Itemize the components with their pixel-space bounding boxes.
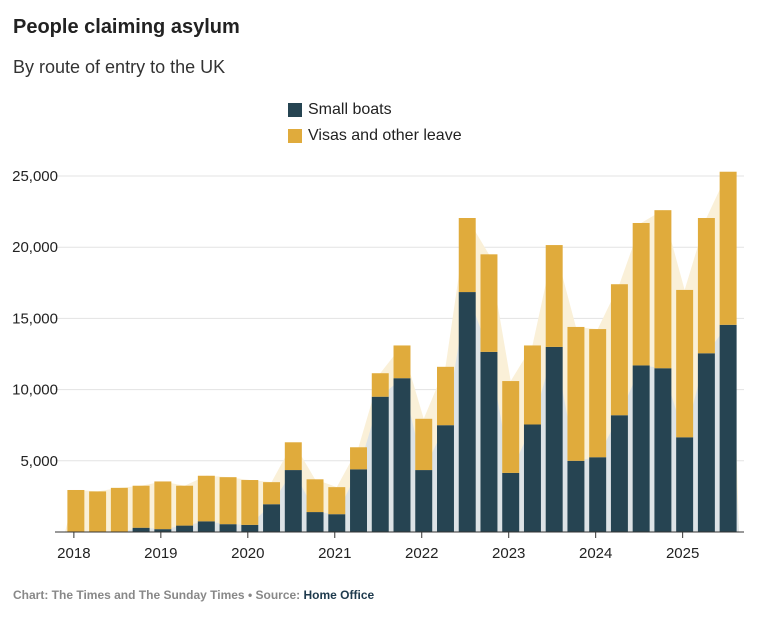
bar-visas [654,210,672,369]
bar-small-boats [697,353,715,532]
x-tick-label: 2019 [144,545,177,562]
source-link[interactable]: Home Office [303,588,375,602]
legend-label: Visas and other leave [308,127,462,144]
chart-title: People claiming asylum [13,16,240,38]
bar-visas [480,254,498,352]
y-tick-label: 5,000 [20,453,58,470]
legend-swatch-small-boats [288,103,302,117]
bar-visas [89,491,107,532]
y-tick-label: 10,000 [12,382,58,399]
bar-visas [676,289,694,438]
bar-visas [719,171,737,325]
bar-small-boats [154,529,172,532]
bar-small-boats [480,351,498,532]
bar-visas [523,345,541,425]
y-tick-label: 15,000 [12,310,58,327]
bar-visas [545,245,563,347]
bar-visas [371,373,389,397]
bar-visas [110,487,128,532]
y-tick-label: 25,000 [12,168,58,185]
bar-visas [415,418,433,471]
bar-visas [219,477,237,525]
x-tick-label: 2022 [405,545,438,562]
bar-visas [241,480,259,525]
bar-visas [197,475,215,522]
bar-small-boats [502,472,520,532]
bar-small-boats [132,527,150,532]
bar-visas [632,222,650,366]
bar-small-boats [545,346,563,532]
bar-small-boats [632,365,650,532]
bar-small-boats [197,521,215,532]
bar-visas [263,482,281,505]
bar-small-boats [241,524,259,532]
bar-visas [284,442,302,471]
bar-visas [328,487,346,515]
bar-small-boats [371,396,389,532]
bar-small-boats [458,292,476,532]
bar-visas [176,485,194,526]
bar-visas [67,489,85,532]
bar-small-boats [610,415,628,532]
bar-small-boats [719,324,737,532]
bar-visas [458,218,476,293]
x-tick-label: 2018 [57,545,90,562]
x-tick-label: 2021 [318,545,351,562]
x-tick-label: 2025 [666,545,699,562]
x-tick-label: 2024 [579,545,612,562]
bar-visas [154,481,172,530]
bar-small-boats [350,469,367,532]
legend-item-small-boats: Small boats [288,97,462,123]
bar-small-boats [589,457,607,532]
bar-visas [697,218,715,354]
bar-small-boats [284,470,302,532]
x-tick-label: 2020 [231,545,264,562]
bar-visas [567,326,585,461]
chart-subtitle: By route of entry to the UK [13,57,226,77]
y-tick-label: 20,000 [12,239,58,256]
chart-footer: Chart: The Times and The Sunday Times • … [13,588,374,602]
credit-text: Chart: The Times and The Sunday Times • … [13,588,304,602]
x-tick-label: 2023 [492,545,525,562]
bar-small-boats [263,504,281,532]
legend: Small boats Visas and other leave [288,97,462,149]
bar-visas [610,284,628,416]
bar-small-boats [415,470,433,532]
bar-small-boats [654,368,672,532]
legend-item-visas: Visas and other leave [288,123,462,149]
bar-visas [393,345,411,379]
bar-small-boats [567,460,585,532]
bar-small-boats [676,437,694,532]
bar-small-boats [437,425,454,532]
bar-small-boats [393,378,411,532]
bar-small-boats [328,514,346,532]
bar-small-boats [219,524,237,532]
bar-visas [502,381,520,473]
legend-label: Small boats [308,101,392,118]
bar-visas [437,366,454,426]
bar-small-boats [306,512,324,532]
bar-visas [132,485,150,528]
legend-swatch-visas [288,129,302,143]
bar-visas [350,447,367,470]
bar-visas [589,329,607,458]
bar-visas [306,479,324,513]
bar-small-boats [176,525,194,532]
bar-small-boats [523,424,541,532]
